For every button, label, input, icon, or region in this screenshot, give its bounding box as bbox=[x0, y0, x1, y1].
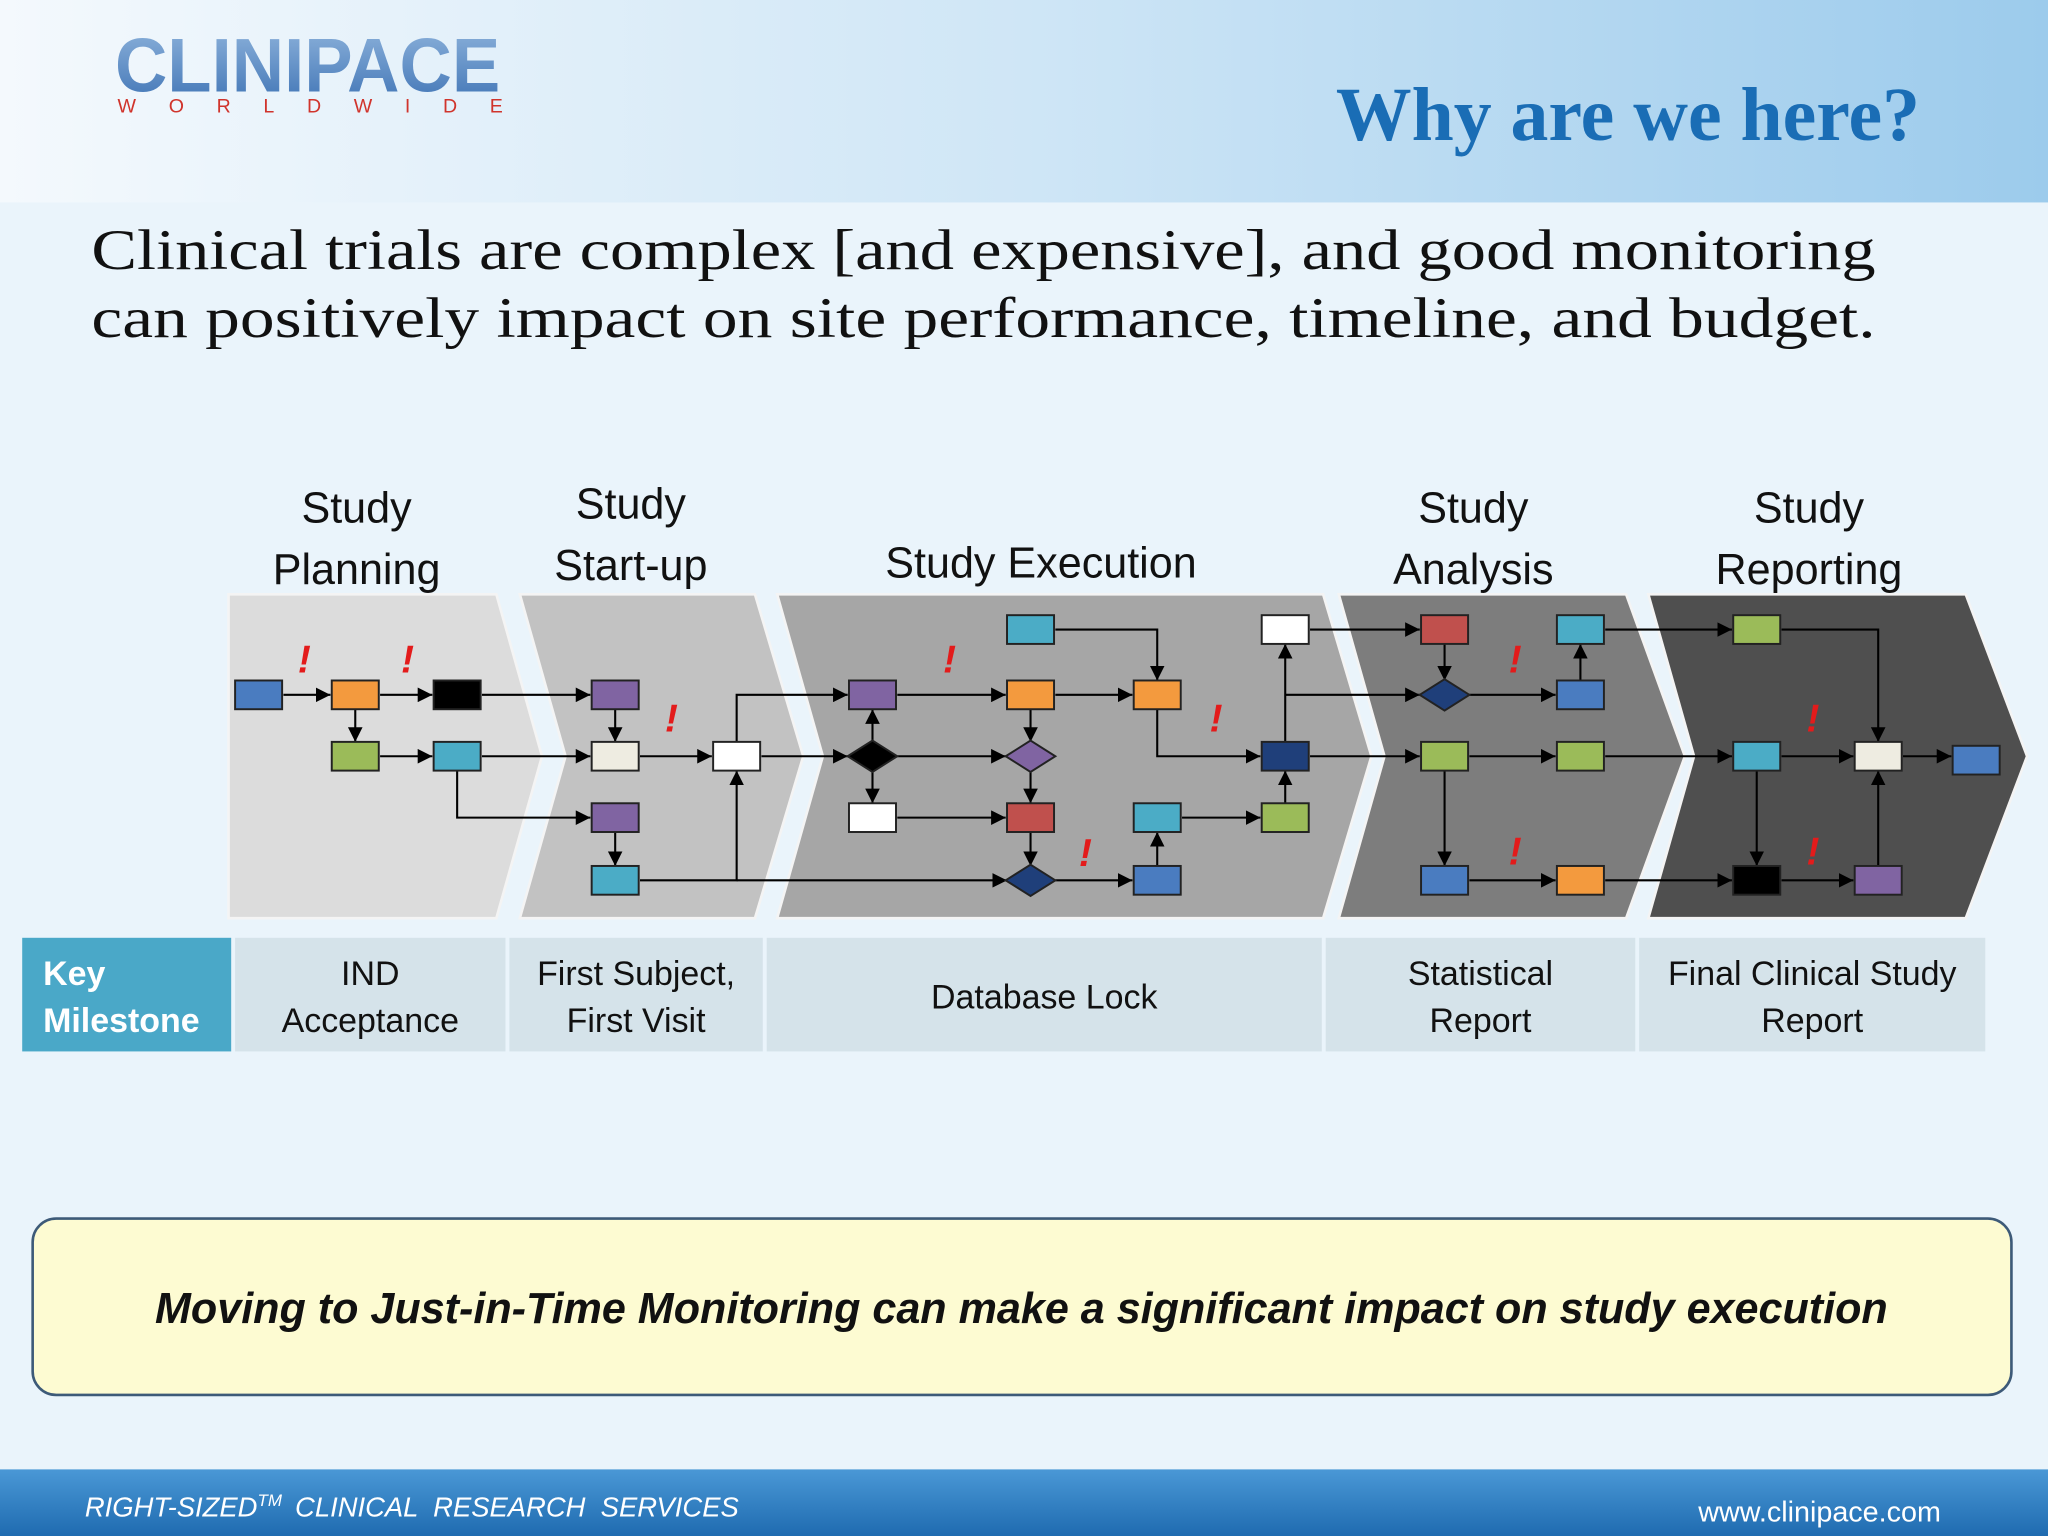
flow-step bbox=[1853, 740, 1903, 772]
flow-step bbox=[1132, 802, 1182, 833]
alert-mark: ! bbox=[665, 697, 678, 740]
footer-trademark: TM bbox=[257, 1491, 282, 1510]
milestone-cell bbox=[1639, 937, 1986, 1052]
flow-step bbox=[590, 679, 640, 711]
flow-arrow bbox=[735, 687, 848, 742]
phase-label: Study bbox=[301, 484, 412, 532]
milestone-cell bbox=[509, 937, 763, 1052]
flow-decision bbox=[1417, 678, 1472, 712]
flow-arrow bbox=[456, 770, 591, 825]
milestone-cell bbox=[1325, 937, 1636, 1052]
flow-step bbox=[847, 679, 897, 711]
flow-step bbox=[1555, 679, 1605, 711]
flow-step bbox=[1006, 614, 1056, 645]
phase-label: Study Execution bbox=[885, 539, 1196, 587]
milestone-text: Statistical bbox=[1408, 955, 1553, 993]
flow-step bbox=[330, 740, 380, 772]
flow-step bbox=[1260, 802, 1310, 833]
milestone-text: IND bbox=[341, 955, 399, 993]
phase-label: Analysis bbox=[1393, 546, 1553, 594]
phase-label: Planning bbox=[273, 546, 441, 594]
milestone-cell bbox=[766, 937, 1322, 1052]
header-band bbox=[0, 0, 2048, 203]
flow-step bbox=[1732, 740, 1782, 772]
flow-step bbox=[1555, 614, 1605, 645]
alert-mark: ! bbox=[1209, 697, 1222, 740]
milestone-table: Key Milestone IND Acceptance First Subject, F… bbox=[22, 937, 1986, 1052]
flow-arrow bbox=[1781, 628, 1886, 742]
flow-step bbox=[590, 740, 640, 772]
footer-services: CLINICAL RESEARCH SERVICES bbox=[295, 1491, 739, 1522]
flow-decision bbox=[845, 739, 900, 774]
logo-name: CLINIPACE bbox=[115, 23, 500, 108]
phase-label: Study bbox=[576, 481, 687, 529]
alert-mark: ! bbox=[298, 639, 311, 682]
flow-step bbox=[712, 740, 762, 772]
slide-title: Why are we here? bbox=[1336, 73, 1920, 157]
flow-step bbox=[1260, 614, 1310, 645]
flow-decision bbox=[1003, 739, 1058, 774]
flow-step bbox=[1006, 802, 1056, 833]
footer-band bbox=[0, 1469, 2048, 1536]
flow-step bbox=[1732, 864, 1782, 896]
process-diagram: Study Planning Study Start-up Study Executio… bbox=[227, 481, 2029, 920]
milestone-header-cell bbox=[22, 937, 232, 1052]
phase-label: Start-up bbox=[554, 542, 707, 590]
flow-arrow bbox=[1055, 628, 1165, 681]
flow-step bbox=[590, 864, 640, 896]
flow-step bbox=[1006, 679, 1056, 711]
milestone-text: Report bbox=[1761, 1002, 1863, 1040]
callout-text: Moving to Just-in-Time Monitoring can ma… bbox=[155, 1285, 1888, 1333]
flow-step bbox=[432, 740, 482, 772]
milestone-text: First Visit bbox=[567, 1002, 706, 1040]
milestone-text: Acceptance bbox=[282, 1002, 459, 1040]
milestone-text: Database Lock bbox=[931, 978, 1158, 1016]
alert-mark: ! bbox=[1079, 832, 1092, 875]
flow-decision bbox=[1003, 863, 1058, 898]
phase-label: Reporting bbox=[1716, 546, 1903, 594]
flow-step bbox=[1420, 864, 1470, 896]
phase-label: Study bbox=[1418, 484, 1529, 532]
flow-step bbox=[234, 679, 284, 711]
flow-step bbox=[1260, 740, 1310, 772]
milestone-cell bbox=[235, 937, 506, 1052]
flow-step bbox=[1853, 864, 1903, 896]
flow-step bbox=[1555, 864, 1605, 896]
flow-step bbox=[330, 679, 380, 711]
milestone-text: Report bbox=[1430, 1002, 1532, 1040]
phase-label: Study bbox=[1754, 484, 1865, 532]
milestone-header: Milestone bbox=[43, 1002, 200, 1040]
logo-tagline: WORLDWIDE bbox=[118, 95, 503, 117]
footer-tagline: RIGHT-SIZEDTM CLINICAL RESEARCH SERVICES bbox=[85, 1491, 739, 1522]
flow-step bbox=[1132, 679, 1182, 711]
flow-step bbox=[1420, 740, 1470, 772]
milestone-text: Final Clinical Study bbox=[1668, 955, 1957, 993]
intro-line: can positively impact on site performanc… bbox=[91, 287, 1875, 350]
flow-arrow bbox=[1156, 709, 1261, 764]
flow-step bbox=[1951, 744, 2001, 776]
flow-step bbox=[1732, 614, 1782, 645]
alert-mark: ! bbox=[943, 639, 956, 682]
milestone-text: First Subject, bbox=[537, 955, 735, 993]
milestone-header: Key bbox=[43, 955, 105, 993]
intro-line: Clinical trials are complex [and expensi… bbox=[91, 219, 1875, 282]
footer-url: www.clinipace.com bbox=[1697, 1497, 1941, 1529]
alert-mark: ! bbox=[1509, 639, 1522, 682]
footer-brand: RIGHT-SIZED bbox=[85, 1491, 258, 1522]
flow-step bbox=[432, 679, 482, 711]
alert-mark: ! bbox=[1509, 831, 1522, 874]
flow-step bbox=[1555, 740, 1605, 772]
alert-mark: ! bbox=[1806, 831, 1819, 874]
flow-step bbox=[1420, 614, 1470, 645]
callout-box bbox=[31, 1217, 2013, 1397]
flow-step bbox=[1132, 864, 1182, 896]
alert-mark: ! bbox=[401, 639, 414, 682]
flow-step bbox=[590, 802, 640, 833]
alert-mark: ! bbox=[1806, 697, 1819, 740]
flow-step bbox=[847, 802, 897, 833]
